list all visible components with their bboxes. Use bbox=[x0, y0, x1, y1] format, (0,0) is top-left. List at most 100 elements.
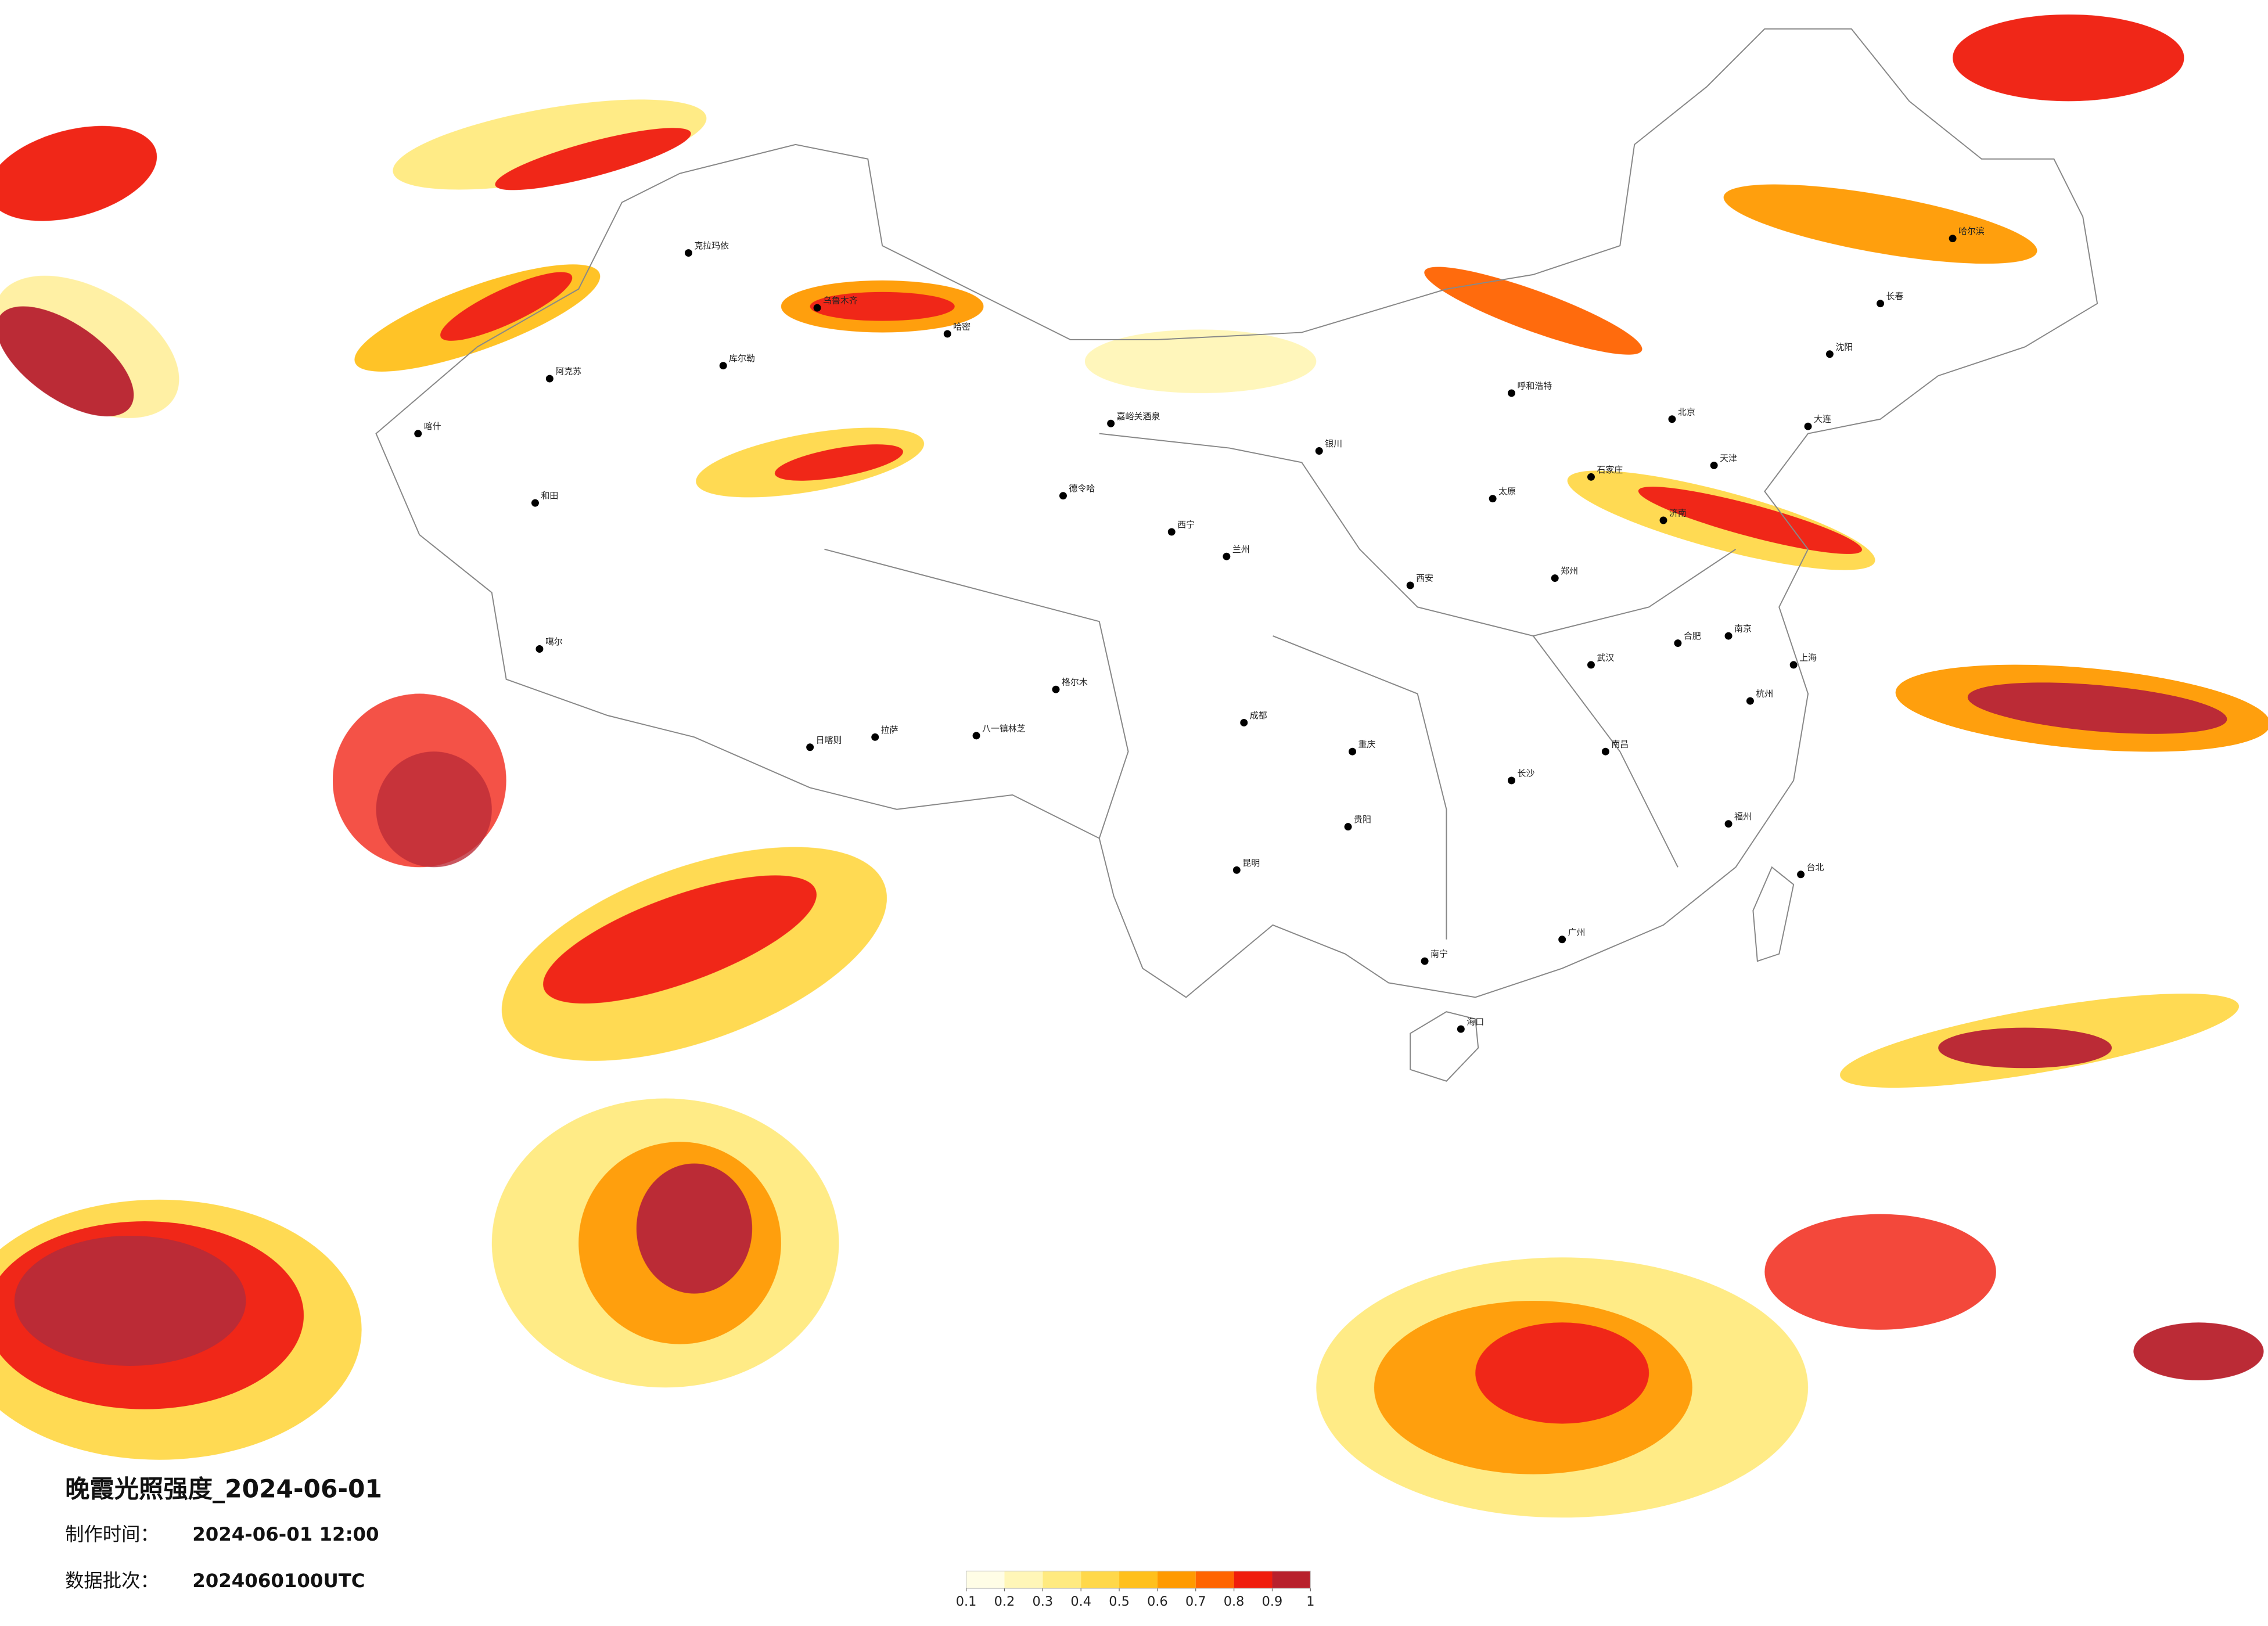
city-dot bbox=[1107, 419, 1115, 427]
colorbar-tick-label: 0.2 bbox=[994, 1594, 1015, 1609]
city-label: 八一镇林芝 bbox=[982, 723, 1026, 733]
city-label: 喀什 bbox=[424, 421, 441, 431]
colorbar-bin bbox=[1234, 1571, 1273, 1589]
city-label: 上海 bbox=[1799, 652, 1817, 663]
city-label: 银川 bbox=[1325, 438, 1342, 449]
city-dot bbox=[1789, 661, 1798, 669]
colorbar-tick-label: 0.6 bbox=[1147, 1594, 1168, 1609]
city-label: 合肥 bbox=[1684, 631, 1701, 641]
city-label: 西宁 bbox=[1177, 519, 1195, 530]
city-label: 杭州 bbox=[1756, 689, 1773, 699]
city-label: 南京 bbox=[1734, 624, 1752, 634]
city-label: 重庆 bbox=[1358, 739, 1376, 750]
colorbar-bin bbox=[1004, 1571, 1043, 1589]
city-dot bbox=[1508, 389, 1515, 397]
city-label: 南昌 bbox=[1611, 739, 1629, 750]
city-dot bbox=[1223, 552, 1231, 560]
city-dot bbox=[1746, 697, 1754, 705]
city-label: 大连 bbox=[1814, 414, 1831, 425]
city-dot bbox=[414, 430, 422, 438]
city-dot bbox=[1668, 415, 1676, 423]
city-label: 石家庄 bbox=[1597, 465, 1623, 475]
colorbar-tick-label: 0.4 bbox=[1070, 1594, 1091, 1609]
colorbar-frame bbox=[965, 1570, 1311, 1589]
city-label: 武汉 bbox=[1597, 652, 1614, 663]
city-dot bbox=[1558, 936, 1566, 944]
city-label: 拉萨 bbox=[881, 725, 898, 735]
city-dot bbox=[1344, 823, 1352, 831]
city-dot bbox=[1949, 235, 1957, 243]
city-dot bbox=[1052, 685, 1060, 693]
intensity-field bbox=[0, 14, 2268, 1518]
city-label: 格尔木 bbox=[1062, 677, 1088, 688]
city-dot bbox=[719, 362, 727, 370]
city-dot bbox=[1724, 820, 1733, 828]
city-dot bbox=[1724, 632, 1733, 640]
city-label: 乌鲁木齐 bbox=[823, 296, 858, 306]
city-label: 噶尔 bbox=[545, 636, 563, 647]
city-dot bbox=[1659, 516, 1667, 524]
city-label: 昆明 bbox=[1242, 858, 1260, 868]
city-label: 海口 bbox=[1467, 1017, 1484, 1027]
city-dot bbox=[1587, 473, 1595, 481]
city-dot bbox=[535, 645, 544, 653]
city-dot bbox=[1587, 661, 1595, 669]
city-dot bbox=[1457, 1025, 1465, 1033]
city-dot bbox=[1421, 957, 1429, 965]
city-label: 库尔勒 bbox=[729, 353, 755, 364]
city-label: 长沙 bbox=[1517, 768, 1534, 779]
colorbar-bin bbox=[1119, 1571, 1158, 1589]
city-label: 成都 bbox=[1250, 710, 1267, 721]
city-dot bbox=[1804, 422, 1812, 430]
city-label: 阿克苏 bbox=[555, 366, 581, 377]
city-label: 太原 bbox=[1498, 486, 1516, 497]
city-label: 呼和浩特 bbox=[1517, 381, 1552, 391]
colorbar-tick-label: 0.9 bbox=[1262, 1594, 1283, 1609]
made-time-label: 制作时间： bbox=[65, 1523, 159, 1545]
city-dot bbox=[1877, 300, 1885, 308]
city-dot bbox=[1710, 461, 1718, 469]
colorbar: 0.1 0.2 0.3 0.4 0.5 0.6 0.7 0.8 0.9 1 bbox=[956, 1570, 1314, 1609]
colorbar-tick-label: 0.3 bbox=[1033, 1594, 1054, 1609]
city-dot bbox=[1489, 495, 1497, 503]
city-dot bbox=[1232, 866, 1241, 874]
city-dot bbox=[972, 732, 980, 740]
city-dot bbox=[545, 375, 553, 383]
city-dot bbox=[1551, 574, 1559, 582]
map-title: 晚霞光照强度_2024-06-01 bbox=[65, 1475, 382, 1503]
city-dot bbox=[1601, 747, 1609, 756]
colorbar-bin bbox=[1081, 1571, 1120, 1589]
city-label: 台北 bbox=[1807, 862, 1824, 872]
city-dot bbox=[1240, 718, 1248, 726]
city-label: 长春 bbox=[1886, 291, 1904, 301]
city-dot bbox=[1674, 639, 1682, 647]
city-label: 嘉峪关酒泉 bbox=[1117, 411, 1160, 422]
colorbar-tick-label: 1 bbox=[1306, 1594, 1314, 1609]
borders bbox=[375, 28, 2098, 1082]
city-dot bbox=[1315, 447, 1323, 455]
city-label: 哈密 bbox=[953, 321, 971, 332]
city-label: 南宁 bbox=[1430, 949, 1448, 959]
city-label: 克拉玛依 bbox=[694, 240, 729, 251]
city-dot bbox=[1406, 581, 1414, 589]
city-label: 兰州 bbox=[1232, 544, 1250, 555]
colorbar-bin bbox=[1195, 1571, 1234, 1589]
city-label: 天津 bbox=[1720, 453, 1737, 463]
colorbar-tick-label: 0.1 bbox=[956, 1594, 977, 1609]
batch-value: 2024060100UTC bbox=[192, 1570, 365, 1592]
city-dot bbox=[1167, 528, 1176, 536]
colorbar-bin bbox=[1272, 1571, 1311, 1589]
city-label: 和田 bbox=[541, 491, 558, 501]
city-dot bbox=[1349, 747, 1357, 756]
batch-label: 数据批次： bbox=[65, 1570, 159, 1592]
colorbar-bin bbox=[1043, 1571, 1081, 1589]
colorbar-tick-label: 0.5 bbox=[1109, 1594, 1130, 1609]
city-dot bbox=[1508, 776, 1515, 785]
city-label: 哈尔滨 bbox=[1958, 226, 1985, 236]
made-time-value: 2024-06-01 12:00 bbox=[192, 1523, 379, 1545]
city-label: 贵阳 bbox=[1354, 814, 1371, 825]
city-dot bbox=[871, 733, 879, 741]
city-dot bbox=[813, 304, 821, 312]
